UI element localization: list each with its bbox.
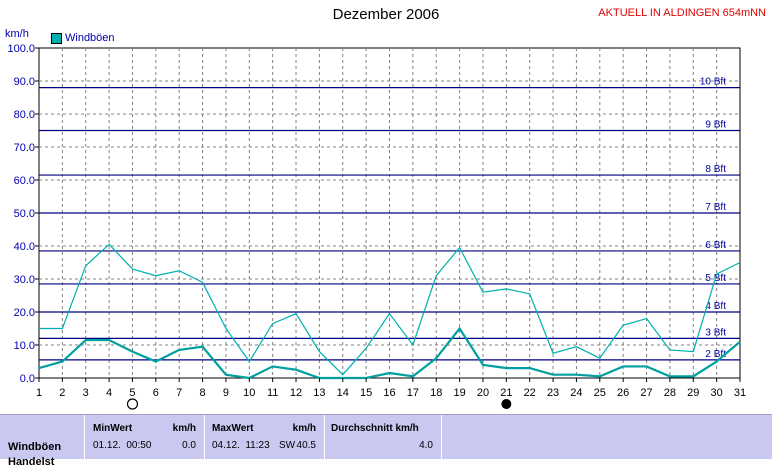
x-tick-label: 14 xyxy=(337,387,349,399)
x-tick-label: 11 xyxy=(267,387,278,399)
max-value: 40.5 xyxy=(297,440,316,451)
stats-max-cell: MaxWert km/h 04.12. 11:23 SW 40.5 xyxy=(205,415,325,459)
stats-label-cell: Windböen Handelst xyxy=(0,415,85,459)
stats-panel: Windböen Handelst MinWert km/h 01.12. 00… xyxy=(0,414,772,459)
beaufort-label: 6 Bft xyxy=(705,240,726,251)
beaufort-label: 10 Bft xyxy=(700,77,726,88)
stats-avg-cell: Durchschnitt km/h 4.0 xyxy=(325,415,442,459)
beaufort-label: 3 Bft xyxy=(705,327,726,338)
station-label: AKTUELL IN ALDINGEN 654mNN xyxy=(598,7,766,19)
x-tick-label: 21 xyxy=(500,387,512,399)
legend-label: Windböen xyxy=(65,32,115,44)
x-tick-label: 4 xyxy=(106,387,112,399)
x-tick-label: 27 xyxy=(640,387,652,399)
y-tick-label: 90.0 xyxy=(14,76,35,88)
y-tick-label: 60.0 xyxy=(14,175,35,187)
y-tick-label: 50.0 xyxy=(14,208,35,220)
x-tick-label: 26 xyxy=(617,387,629,399)
x-tick-label: 2 xyxy=(59,387,65,399)
x-tick-label: 12 xyxy=(290,387,302,399)
x-tick-label: 24 xyxy=(570,387,582,399)
y-tick-label: 40.0 xyxy=(14,241,35,253)
new-moon-icon xyxy=(502,400,511,409)
beaufort-label: 7 Bft xyxy=(705,202,726,213)
x-tick-label: 13 xyxy=(313,387,325,399)
full-moon-icon xyxy=(127,399,137,409)
moon-markers xyxy=(127,399,510,409)
x-tick-label: 23 xyxy=(547,387,559,399)
x-tick-label: 17 xyxy=(407,387,419,399)
x-tick-label: 1 xyxy=(36,387,42,399)
avg-value: 4.0 xyxy=(419,440,433,451)
y-tick-label: 20.0 xyxy=(14,307,35,319)
x-tick-label: 19 xyxy=(453,387,465,399)
y-tick-label: 0.0 xyxy=(20,373,35,385)
y-tick-label: 70.0 xyxy=(14,142,35,154)
x-tick-label: 29 xyxy=(687,387,699,399)
beaufort-label: 9 Bft xyxy=(705,120,726,131)
max-time: 04.12. 11:23 xyxy=(212,440,270,451)
x-tick-label: 28 xyxy=(664,387,676,399)
x-tick-label: 22 xyxy=(524,387,536,399)
x-tick-label: 16 xyxy=(383,387,395,399)
x-tick-label: 31 xyxy=(734,387,746,399)
y-axis: 0.0 10.0 20.0 30.0 40.0 50.0 60.0 70.0 80.0 90.0 1… xyxy=(7,43,39,385)
x-tick-label: 7 xyxy=(176,387,182,399)
stats-min-cell: MinWert km/h 01.12. 00:50 0.0 xyxy=(85,415,205,459)
legend-swatch xyxy=(51,33,62,44)
max-unit: km/h xyxy=(293,423,316,434)
y-tick-label: 30.0 xyxy=(14,274,35,286)
avg-header: Durchschnitt km/h xyxy=(331,423,419,434)
x-tick-label: 9 xyxy=(223,387,229,399)
y-tick-label: 80.0 xyxy=(14,109,35,121)
max-direction: SW xyxy=(279,440,295,451)
stats-row-label: Windböen xyxy=(8,441,61,453)
min-value: 0.0 xyxy=(182,440,196,451)
x-tick-label: 18 xyxy=(430,387,442,399)
x-tick-label: 15 xyxy=(360,387,372,399)
beaufort-label: 8 Bft xyxy=(705,164,726,175)
legend: Windböen xyxy=(51,32,115,44)
max-header: MaxWert xyxy=(212,423,254,434)
min-time: 01.12. 00:50 xyxy=(93,440,151,451)
x-tick-label: 30 xyxy=(711,387,723,399)
x-tick-label: 20 xyxy=(477,387,489,399)
min-unit: km/h xyxy=(173,423,196,434)
beaufort-label: 2 Bft xyxy=(705,349,726,360)
x-tick-label: 10 xyxy=(243,387,255,399)
x-tick-label: 3 xyxy=(83,387,89,399)
unit-label: km/h xyxy=(5,28,29,40)
x-tick-label: 8 xyxy=(200,387,206,399)
x-tick-label: 25 xyxy=(594,387,606,399)
min-header: MinWert xyxy=(93,423,132,434)
x-tick-label: 5 xyxy=(129,387,135,399)
y-tick-label: 100.0 xyxy=(7,43,35,55)
x-tick-label: 6 xyxy=(153,387,159,399)
y-tick-label: 10.0 xyxy=(14,340,35,352)
